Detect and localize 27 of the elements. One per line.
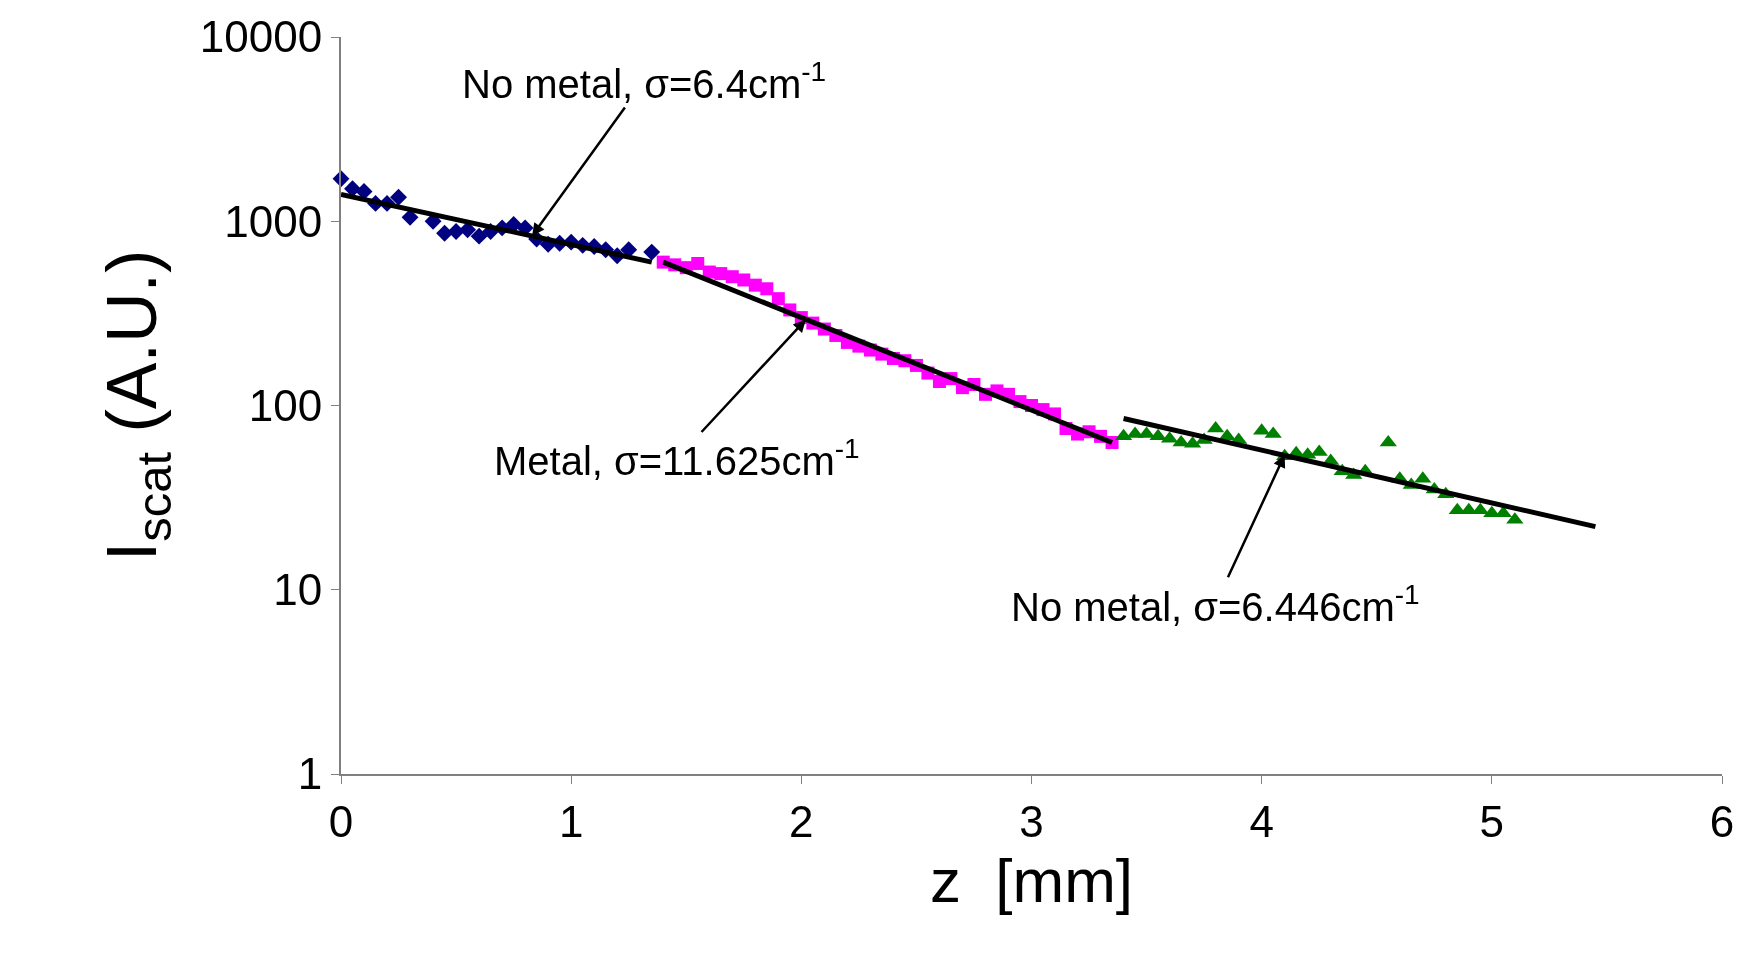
y-tick-label: 10 <box>273 565 323 615</box>
x-tick-label: 5 <box>1479 796 1505 846</box>
x-tick-label: 2 <box>789 796 814 846</box>
y-tick-label: 1000 <box>224 196 323 246</box>
point <box>1149 428 1167 441</box>
annotation: Metal, σ=11.625cm$^{-1}$ <box>494 433 860 483</box>
annotation: No metal, σ=6.446cm$^{-1}$ <box>1011 579 1420 629</box>
point <box>691 256 705 270</box>
x-tick-label: 1 <box>558 796 584 846</box>
point <box>436 224 454 242</box>
x-tick-label: 6 <box>1709 796 1735 846</box>
point <box>760 282 774 296</box>
x-axis-title: z [mm] <box>929 845 1134 915</box>
x-tick-label: 4 <box>1249 796 1274 846</box>
point <box>643 243 661 261</box>
x-tick-label: 3 <box>1019 796 1044 846</box>
point <box>470 227 488 245</box>
y-tick-label: 100 <box>248 380 323 430</box>
annotation: No metal, σ=6.4cm$^{-1}$ <box>462 56 827 106</box>
point <box>714 267 728 281</box>
point <box>737 273 751 287</box>
y-tick-label: 10000 <box>199 12 323 62</box>
point <box>390 188 407 206</box>
point <box>1379 434 1397 447</box>
point <box>771 292 785 306</box>
y-tick-label: 1 <box>297 749 323 799</box>
x-tick-label: 0 <box>328 796 354 846</box>
